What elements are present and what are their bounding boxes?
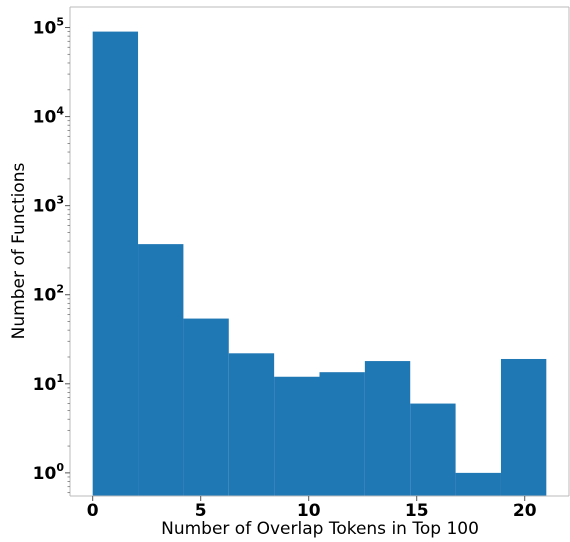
histogram-bar [183, 318, 229, 496]
y-tick-label: 101 [33, 372, 64, 395]
x-tick-label: 10 [297, 501, 321, 521]
y-tick-label: 103 [33, 194, 64, 217]
histogram-bar [274, 376, 320, 496]
histogram-bar [228, 353, 275, 496]
x-tick-label: 5 [195, 501, 207, 521]
y-tick-label: 104 [33, 105, 65, 128]
y-tick-label: 100 [33, 461, 65, 484]
x-axis-ticks: 0 5 10 15 20 [87, 496, 537, 521]
histogram-bar [500, 358, 547, 496]
histogram-bar [364, 361, 411, 496]
histogram-bar [138, 244, 184, 496]
histogram-bar [319, 372, 365, 496]
histogram-bar [410, 403, 456, 496]
y-axis-ticks: 100 101 102 103 104 105 [33, 16, 70, 494]
x-tick-label: 15 [405, 501, 429, 521]
axes-frame [69, 6, 570, 497]
x-axis-label: Number of Overlap Tokens in Top 100 [161, 519, 479, 539]
x-tick-label: 0 [87, 501, 99, 521]
y-tick-label: 102 [33, 283, 64, 306]
histogram-bars [92, 31, 547, 497]
y-axis-label: Number of Functions [9, 163, 29, 340]
y-tick-label: 105 [33, 16, 64, 39]
histogram-bar [92, 31, 139, 497]
x-tick-label: 20 [513, 501, 537, 521]
histogram-bar [455, 472, 501, 496]
